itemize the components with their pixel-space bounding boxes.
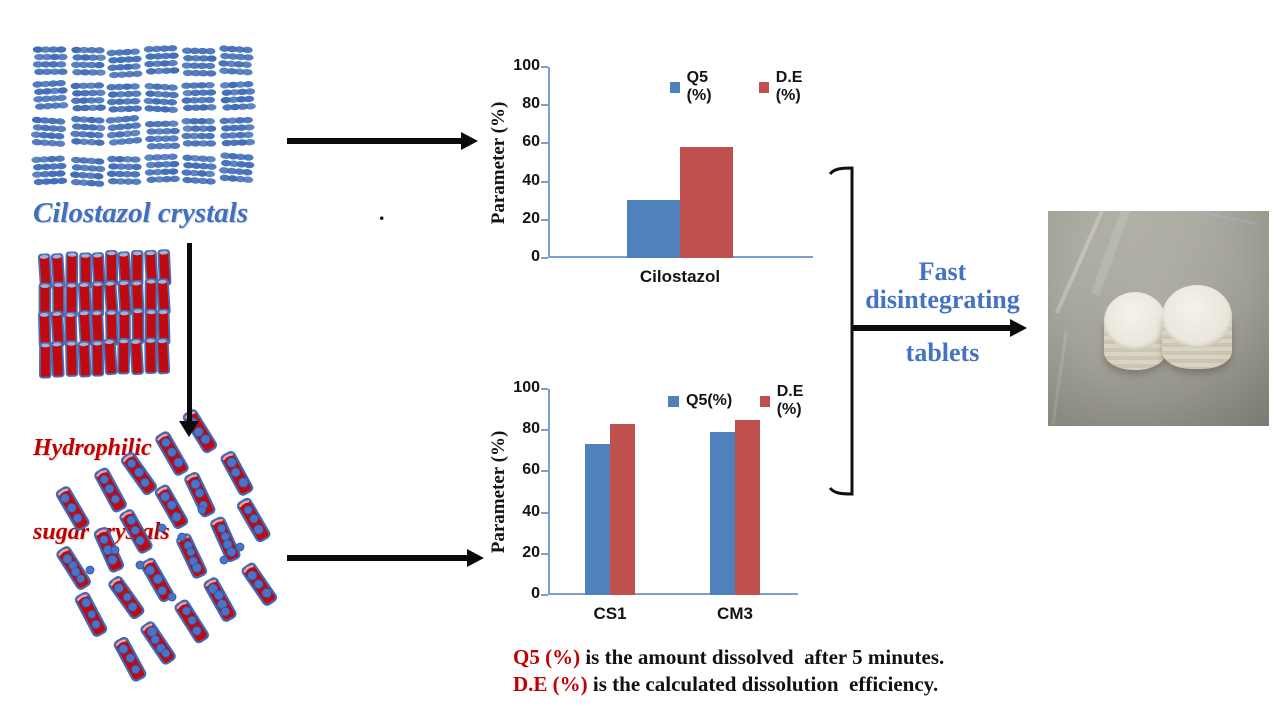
bar-q5-cm3 — [710, 432, 735, 595]
y-tick-mark — [541, 470, 548, 473]
y-tick-mark — [541, 511, 548, 514]
bag-edge — [1198, 211, 1260, 226]
y-tick-label: 20 — [522, 209, 540, 227]
tablet-left — [1104, 292, 1166, 370]
y-tick-label: 80 — [522, 95, 540, 113]
y-tick-mark — [541, 429, 548, 432]
legend: Q5 (%) D.E (%) — [670, 69, 825, 105]
y-tick-mark — [541, 552, 548, 555]
legend-swatch — [670, 81, 680, 93]
bar-de-cilostazol — [680, 147, 733, 258]
plastic-fold-highlight — [1054, 211, 1106, 314]
caption-de-term: D.E (%) — [513, 672, 588, 696]
y-tick-label: 80 — [522, 420, 540, 438]
x-category-label: CS1 — [593, 604, 627, 623]
arrow-mix-down-head — [179, 421, 199, 437]
y-tick-mark — [541, 142, 548, 145]
legend-swatch — [668, 395, 679, 407]
y-tick-label: 0 — [531, 248, 540, 265]
legend-swatch — [759, 81, 769, 93]
tablet-right-side — [1162, 315, 1232, 369]
tablet-right-face — [1162, 285, 1232, 348]
arrow-to-tablets-line — [852, 325, 1012, 331]
tablet-right — [1162, 285, 1232, 369]
caption-de-text: is the calculated dissolution efficiency… — [587, 672, 939, 696]
y-tick-mark — [541, 104, 548, 107]
bar-de-cs1 — [610, 424, 635, 595]
fast-label-line2: disintegrating — [865, 285, 1020, 314]
plot-area — [548, 389, 798, 595]
submicron-deposition-label: Submicron deposition of cilostazol over … — [10, 650, 355, 720]
y-tick-label: 60 — [522, 133, 540, 151]
y-tick-label: 0 — [531, 585, 540, 602]
bar-q5-cilostazol — [627, 199, 680, 258]
y-tick-label: 60 — [522, 461, 540, 479]
tablet-left-face — [1104, 292, 1166, 350]
y-tick-mark — [541, 594, 548, 596]
legend-item: Q5(%) — [668, 392, 732, 410]
legend-item: D.E (%) — [760, 383, 825, 419]
legend: Q5(%) D.E (%) — [668, 383, 825, 419]
x-category-label: Cilostazol — [639, 267, 721, 286]
legend-item: Q5 (%) — [670, 69, 731, 105]
legend-label: Q5(%) — [686, 392, 733, 409]
y-tick-label: 40 — [522, 502, 540, 520]
caption-q5-term: Q5 (%) — [513, 645, 581, 669]
y-tick-mark — [541, 218, 548, 221]
deposited-crystals-illustration — [55, 409, 278, 682]
arrow-deposited-to-chart-head — [467, 549, 484, 567]
bar-q5-cs1 — [585, 443, 610, 595]
y-tick-label: 20 — [522, 543, 540, 561]
caption-line2: D.E (%) is the calculated dissolution ef… — [513, 671, 944, 698]
arrow-cilostazol-to-chart-head — [461, 132, 478, 150]
caption: Q5 (%) is the amount dissolved after 5 m… — [513, 644, 944, 698]
legend-label: D.E (%) — [776, 383, 804, 418]
fast-label-line1: Fast — [918, 257, 967, 286]
caption-line1: Q5 (%) is the amount dissolved after 5 m… — [513, 644, 944, 671]
chart-cilostazol: Parameter (%) 0 20 40 60 80 100 Cilostazol Q5 (… — [480, 55, 825, 317]
bar-de-cm3 — [735, 419, 760, 595]
y-tick-mark — [541, 66, 548, 68]
sugar-crystals-illustration — [37, 249, 172, 379]
fast-label-line3: tablets — [905, 338, 980, 367]
legend-item: D.E (%) — [759, 69, 825, 105]
arrow-to-tablets-head — [1010, 319, 1027, 337]
tablet-left-side — [1104, 320, 1166, 370]
y-tick-mark — [541, 388, 548, 390]
caption-q5-text: is the amount dissolved after 5 minutes. — [580, 645, 945, 669]
legend-label: D.E (%) — [775, 69, 803, 104]
arrow-deposited-to-chart-line — [287, 555, 469, 561]
cilostazol-crystals-label: Cilostazol crystals — [33, 197, 249, 229]
chart-cilostazol-ylabel: Parameter (%) — [488, 101, 509, 225]
y-tick-mark — [541, 257, 548, 259]
arrow-mix-down-line — [187, 243, 192, 423]
y-tick-label: 40 — [522, 171, 540, 189]
cilostazol-crystals-illustration — [30, 45, 256, 187]
arrow-cilostazol-to-chart-line — [287, 138, 463, 144]
y-tick-label: 100 — [513, 57, 540, 74]
bracket — [828, 166, 854, 496]
legend-label: Q5 (%) — [686, 69, 712, 104]
y-tick-label: 100 — [513, 379, 540, 396]
tablets-photo — [1048, 211, 1269, 426]
chart-cs1-cm3-ylabel: Parameter (%) — [488, 430, 509, 554]
plastic-fold-highlight — [1090, 211, 1131, 296]
legend-swatch — [760, 395, 770, 407]
chart-cs1-cm3: Parameter (%) 0 20 40 60 80 100 CS1 CM3 Q5(%) D.E… — [480, 377, 825, 639]
x-category-label: CM3 — [717, 604, 753, 623]
plastic-fold-highlight — [1051, 331, 1068, 426]
y-tick-mark — [541, 180, 548, 183]
stray-period-dot: . — [379, 200, 385, 225]
